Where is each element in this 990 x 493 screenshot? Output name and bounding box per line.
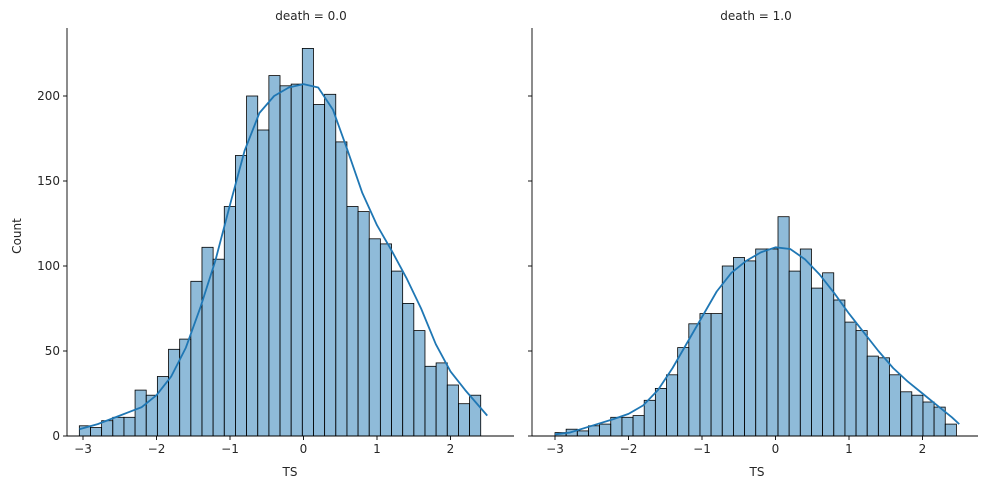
panel-death-1: −3 −2 −1 0 1 2	[528, 28, 978, 456]
histogram-bar	[822, 272, 835, 437]
histogram-bar	[391, 270, 404, 437]
histogram-bar	[424, 365, 437, 437]
y-tick-label: 0	[52, 429, 60, 443]
kde-line	[79, 83, 488, 431]
histogram-bar	[368, 238, 381, 437]
x-tick-label: 2	[919, 442, 927, 456]
panel-1-title: death = 1.0	[720, 9, 791, 23]
histogram-bar	[889, 374, 902, 437]
histogram-bar	[179, 338, 192, 437]
histogram-bar	[123, 416, 136, 437]
x-tick-label: 2	[447, 442, 455, 456]
histogram-bar	[435, 362, 448, 437]
x-tick-label: −2	[620, 442, 638, 456]
histogram-bar	[944, 423, 957, 437]
histogram-bar	[654, 387, 667, 437]
histogram-bar	[621, 416, 634, 437]
y-axis-label: Count	[10, 218, 24, 254]
x-tick-label: 0	[772, 442, 780, 456]
histogram-bar	[766, 248, 779, 437]
histogram-bar	[900, 391, 913, 437]
histogram-bar	[599, 423, 612, 437]
panel-1-x-axis-label: TS	[749, 465, 765, 479]
histogram-bar	[777, 216, 790, 437]
histogram-bar	[799, 248, 812, 437]
histogram-bar	[721, 265, 734, 437]
histogram-bar	[268, 75, 281, 437]
histogram-bar	[379, 243, 392, 437]
x-tick-label: −3	[74, 442, 92, 456]
x-tick-label: −3	[546, 442, 564, 456]
panel-death-0: −3 −2 −1 0 1 2 0 50 100 150 200	[37, 28, 514, 456]
histogram-bar	[324, 93, 337, 437]
histogram-bar	[90, 427, 103, 437]
histogram-bar	[588, 425, 601, 437]
histogram-bar	[212, 258, 225, 437]
x-tick-label: −1	[693, 442, 711, 456]
histogram-bar	[922, 401, 935, 437]
histogram-bar	[413, 330, 426, 437]
histogram-bar	[335, 141, 348, 437]
histogram-bar	[190, 280, 203, 437]
panel-0-title: death = 0.0	[275, 9, 346, 23]
histogram-bar	[877, 357, 890, 437]
histogram-bar	[643, 399, 656, 437]
histogram-bar	[811, 287, 824, 437]
histogram-bar	[223, 206, 236, 437]
y-tick-label: 100	[37, 259, 60, 273]
histogram-bar	[246, 95, 259, 437]
histogram-bar	[755, 248, 768, 437]
y-tick-label: 150	[37, 174, 60, 188]
histogram-bar	[855, 330, 868, 437]
x-tick-label: −2	[148, 442, 166, 456]
x-tick-label: 1	[373, 442, 381, 456]
histogram-bar	[112, 416, 125, 437]
histogram-bar	[458, 403, 470, 437]
histogram-bar	[402, 302, 415, 437]
histogram-bar	[279, 85, 292, 437]
histogram-bar	[866, 355, 879, 437]
histogram-bar	[235, 155, 247, 437]
histogram-bar	[733, 257, 745, 437]
histogram-bar	[788, 270, 801, 437]
x-tick-label: 0	[300, 442, 308, 456]
histogram-bar	[446, 384, 459, 437]
histogram-bar	[257, 129, 270, 437]
histogram-bar	[833, 299, 846, 437]
histogram-bar	[710, 313, 723, 437]
kde-line	[554, 246, 960, 436]
histogram-bar	[677, 347, 690, 437]
histogram-bar	[632, 415, 645, 437]
panel-0-x-axis-label: TS	[282, 465, 298, 479]
histogram-bar	[357, 211, 370, 437]
histogram-bar	[301, 48, 314, 437]
histogram-bar	[744, 260, 757, 437]
histogram-bar	[346, 206, 359, 437]
histogram-bar	[666, 374, 679, 437]
histogram-bar	[290, 83, 303, 437]
histogram-bar	[576, 430, 589, 437]
histogram-bar	[911, 394, 924, 437]
histogram-bar	[156, 376, 169, 437]
y-tick-label: 50	[45, 344, 60, 358]
histogram-bar	[844, 321, 857, 437]
x-tick-label: −1	[221, 442, 239, 456]
histogram-bar	[313, 104, 326, 437]
histogram-bar	[699, 313, 712, 437]
x-tick-label: 1	[845, 442, 853, 456]
histogram-bar	[134, 389, 147, 437]
histogram-bar	[101, 420, 114, 437]
histogram-bar	[688, 323, 701, 437]
y-tick-label: 200	[37, 89, 60, 103]
